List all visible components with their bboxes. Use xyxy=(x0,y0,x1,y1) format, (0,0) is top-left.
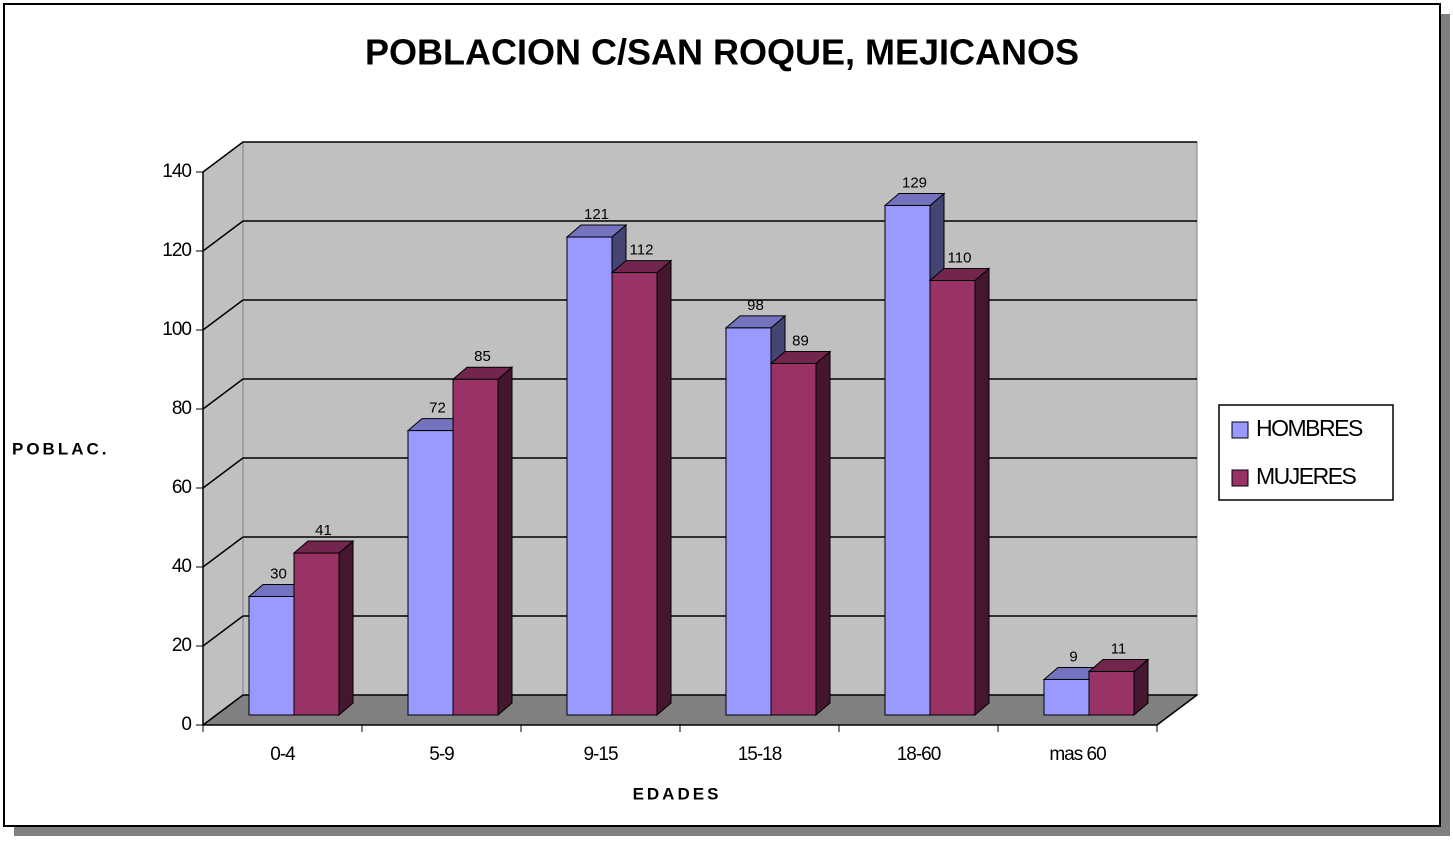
data-label: 9 xyxy=(1069,648,1077,665)
bar-front xyxy=(611,272,658,716)
legend-label: HOMBRES xyxy=(1256,415,1363,441)
legend-swatch xyxy=(1231,469,1249,487)
bar-side xyxy=(338,539,354,717)
side-wall xyxy=(202,141,244,726)
grid-line xyxy=(202,378,244,410)
data-label: 41 xyxy=(315,522,332,539)
data-label: 98 xyxy=(747,297,764,314)
bar xyxy=(451,366,514,717)
grid-line xyxy=(202,536,244,568)
x-tick-label: 15-18 xyxy=(738,744,782,765)
y-tick-label: 120 xyxy=(162,240,191,261)
bar-front xyxy=(407,430,454,716)
bar-front xyxy=(293,552,340,716)
grid-line xyxy=(202,220,244,252)
grid-line xyxy=(202,141,244,173)
x-tick-label: 18-60 xyxy=(897,744,941,765)
y-tick-label: 60 xyxy=(172,477,192,498)
data-label: 72 xyxy=(429,400,446,417)
bar-front xyxy=(452,378,499,716)
back-wall xyxy=(242,141,1198,696)
chart-title: POBLACION C/SAN ROQUE, MEJICANOS xyxy=(365,32,1079,73)
legend-label: MUJERES xyxy=(1256,463,1357,489)
data-label: 129 xyxy=(902,174,927,191)
y-tick-label: 40 xyxy=(172,556,192,577)
legend-swatch xyxy=(1231,421,1249,439)
data-label: 121 xyxy=(584,206,609,223)
bar-side xyxy=(497,366,513,717)
bar-front xyxy=(1088,671,1135,716)
data-label: 89 xyxy=(792,332,809,349)
bar-side xyxy=(974,267,990,717)
bar-front xyxy=(929,280,976,716)
y-tick-label: 100 xyxy=(162,319,191,340)
bar xyxy=(769,350,832,717)
grid-line xyxy=(202,299,244,331)
bar-side xyxy=(656,259,672,717)
bar-front xyxy=(1043,678,1090,716)
data-label: 85 xyxy=(474,348,491,365)
bar-front xyxy=(884,204,931,716)
grid-line xyxy=(202,694,244,726)
bar xyxy=(928,267,991,717)
x-tick-label: 9-15 xyxy=(583,744,617,765)
x-tick-label: 0-4 xyxy=(270,744,296,765)
grid-line xyxy=(202,457,244,489)
bar-front xyxy=(248,596,295,716)
bar xyxy=(1087,658,1150,717)
x-tick-label: mas 60 xyxy=(1049,744,1106,765)
x-axis-edge xyxy=(1156,694,1198,726)
bar xyxy=(610,259,673,717)
data-label: 30 xyxy=(270,565,287,582)
bar-side xyxy=(815,350,831,717)
y-tick-label: 0 xyxy=(181,714,191,735)
y-tick-label: 80 xyxy=(172,398,192,419)
plot xyxy=(196,141,1199,732)
x-tick-label: 5-9 xyxy=(429,744,454,765)
y-axis-title: POBLAC. xyxy=(12,439,110,458)
bar-front xyxy=(566,236,613,716)
bar xyxy=(292,539,355,717)
data-label: 112 xyxy=(630,242,654,259)
y-tick-label: 20 xyxy=(172,635,192,656)
grid-line xyxy=(202,615,244,647)
data-label: 110 xyxy=(948,249,972,266)
bar-front xyxy=(770,362,817,716)
bar-front xyxy=(725,327,772,716)
y-tick-label: 140 xyxy=(162,161,191,182)
x-axis-title: EDADES xyxy=(633,784,722,803)
data-label: 11 xyxy=(1111,641,1127,658)
